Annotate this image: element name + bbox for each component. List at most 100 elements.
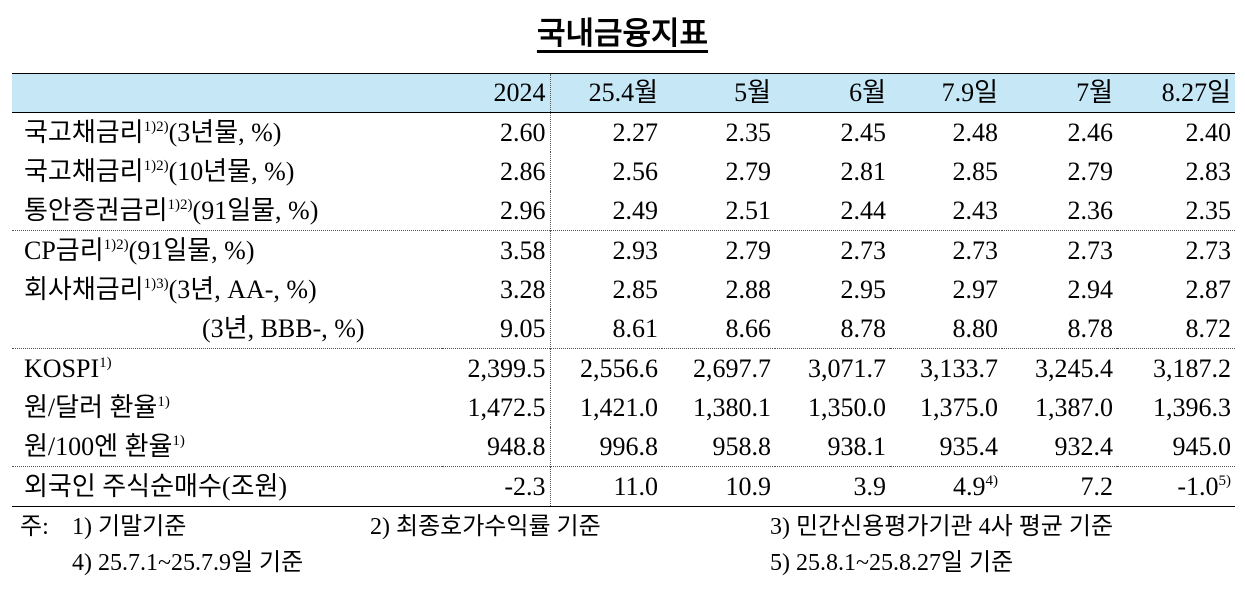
table-row: KOSPI1) 2,399.5 2,556.6 2,697.7 3,071.7 3,133…	[12, 348, 1235, 388]
value-cell: 2.36	[1067, 195, 1114, 225]
table-row: 국고채금리1)2)(10년물, %) 2.86 2.56 2.79 2.81 2.85 2.…	[12, 152, 1235, 191]
table-row: 원/100엔 환율1) 948.8 996.8 958.8 938.1 935.4 932.…	[12, 427, 1235, 467]
note-item: 4) 25.7.1~25.7.9일 기준	[72, 550, 304, 576]
value-cell: 2.44	[840, 195, 887, 225]
value-cell: 2.94	[1067, 274, 1114, 304]
note-item: 5) 25.8.1~25.8.27일 기준	[770, 550, 1014, 576]
row-name: KOSPI	[24, 353, 100, 383]
note-item: 1) 기말기준	[72, 514, 187, 540]
value-cell: 932.4	[1054, 431, 1114, 461]
value-cell: 4.94)	[890, 466, 1002, 507]
value-cell: 8.78	[840, 313, 887, 343]
header-row: 2024 25.4월 5월 6월 7.9일 7월 8.27일	[12, 73, 1235, 113]
value-cell: 10.9	[662, 466, 775, 507]
value-cell: 1,472.5	[442, 388, 551, 427]
value-cell: 2.83	[1185, 156, 1232, 186]
value-cell: 1,350.0	[808, 392, 886, 422]
value-cell: 2.81	[840, 156, 887, 186]
footnote-ref: 1)2)	[143, 118, 169, 135]
value-cell: 2.48	[952, 117, 999, 147]
value-cell: 1,380.1	[693, 392, 771, 422]
footnote-ref: 5)	[1218, 472, 1232, 489]
value-cell: 2.97	[952, 274, 999, 304]
value-cell: 2,556.6	[550, 348, 662, 388]
value-cell: 3,187.2	[1117, 348, 1235, 388]
value-cell: 2.60	[442, 112, 551, 152]
footnote-ref: 1)	[157, 393, 170, 410]
column-header: 7월	[1076, 78, 1113, 107]
footnote-ref: 1)2)	[167, 196, 193, 213]
indicator-table: 2024 25.4월 5월 6월 7.9일 7월 8.27일 국고채금리1)2)(3년물, …	[12, 73, 1235, 507]
notes-label: 주:	[20, 514, 49, 540]
value-cell: 2.79	[725, 156, 772, 186]
row-unit: (10년물, %)	[168, 156, 295, 186]
row-unit: (3년, BBB-, %)	[202, 313, 365, 343]
row-unit: (3년물, %)	[168, 117, 282, 147]
value-cell: 948.8	[442, 427, 551, 467]
row-name: 외국인 주식순매수	[24, 471, 222, 501]
table-body: 국고채금리1)2)(3년물, %) 2.60 2.27 2.35 2.45 2.48 2.4…	[12, 112, 1235, 507]
row-unit: (91일물, %)	[128, 235, 255, 265]
value-cell: 2.79	[1067, 156, 1114, 186]
row-label: CP금리1)2)(91일물, %)	[12, 230, 442, 270]
value-cell: 7.2	[1002, 466, 1117, 507]
column-header: 8.27일	[1161, 78, 1231, 107]
table-row: 국고채금리1)2)(3년물, %) 2.60 2.27 2.35 2.45 2.48 2.4…	[12, 112, 1235, 153]
value-cell: -2.3	[442, 466, 551, 507]
footnote-ref: 1)3)	[143, 275, 169, 292]
value: 4.9	[953, 471, 986, 501]
value-cell: 935.4	[939, 431, 999, 461]
value-cell: 2.40	[1185, 117, 1232, 147]
footnote-ref: 1)2)	[143, 157, 169, 174]
value-cell: 2.85	[952, 156, 999, 186]
row-label: 국고채금리1)2)(3년물, %)	[12, 113, 442, 153]
row-name: 회사채금리	[24, 274, 144, 304]
row-unit: (91일물, %)	[192, 195, 319, 225]
footnote-ref: 1)2)	[103, 236, 129, 253]
value-cell: 2.49	[612, 195, 659, 225]
value-cell: 8.80	[952, 313, 999, 343]
value-cell: 2.87	[1185, 274, 1232, 304]
value-cell: 3,133.7	[890, 348, 1002, 388]
value-cell: 2.93	[550, 230, 662, 270]
value-cell: 2.95	[840, 274, 887, 304]
value-cell: -1.05)	[1117, 466, 1235, 507]
row-label: 통안증권금리1)2)(91일물, %)	[12, 191, 442, 231]
row-unit: (조원)	[221, 471, 288, 501]
row-label: 원/100엔 환율1)	[12, 427, 442, 467]
value-cell: 8.61	[612, 313, 659, 343]
table-row: 통안증권금리1)2)(91일물, %) 2.96 2.49 2.51 2.44 2.43 2…	[12, 191, 1235, 231]
value: -1.0	[1177, 471, 1219, 501]
column-header: 7.9일	[941, 78, 998, 107]
footnote-ref: 4)	[985, 472, 999, 489]
table-row: CP금리1)2)(91일물, %) 3.58 2.93 2.79 2.73 2.73 2.7…	[12, 230, 1235, 270]
column-header: 2024	[442, 73, 551, 113]
value-cell: 2.46	[1067, 117, 1114, 147]
row-label: 외국인 주식순매수(조원)	[12, 466, 442, 507]
value-cell: 1,396.3	[1153, 392, 1231, 422]
value-cell: 3.28	[442, 270, 551, 309]
row-label: (3년, BBB-, %)	[12, 309, 442, 349]
value-cell: 2.79	[662, 230, 775, 270]
value-cell: 3.9	[775, 466, 890, 507]
value-cell: 2.96	[442, 191, 551, 231]
column-header: 25.4월	[588, 78, 658, 107]
value-cell: 938.1	[827, 431, 887, 461]
value-cell: 2.51	[725, 195, 772, 225]
row-unit: (3년, AA-, %)	[168, 274, 317, 304]
table-row: 외국인 주식순매수(조원) -2.3 11.0 10.9 3.9 4.94) 7.2 -1.0…	[12, 466, 1235, 507]
header-cell	[12, 74, 442, 113]
row-name: CP금리	[24, 235, 104, 265]
value-cell: 2.73	[775, 230, 890, 270]
value-cell: 2.73	[1002, 230, 1117, 270]
row-name: 원/달러 환율	[24, 392, 158, 422]
table-row: (3년, BBB-, %) 9.05 8.61 8.66 8.78 8.80 8.78 8.7…	[12, 309, 1235, 349]
value-cell: 996.8	[599, 431, 659, 461]
row-name: 원/100엔 환율	[24, 431, 173, 461]
footnote-ref: 1)	[172, 432, 185, 449]
title: 국내금융지표	[536, 16, 709, 51]
value-cell: 2,399.5	[442, 348, 551, 388]
row-label: 회사채금리1)3)(3년, AA-, %)	[12, 270, 442, 309]
row-name: 국고채금리	[24, 156, 144, 186]
value-cell: 8.72	[1185, 313, 1232, 343]
